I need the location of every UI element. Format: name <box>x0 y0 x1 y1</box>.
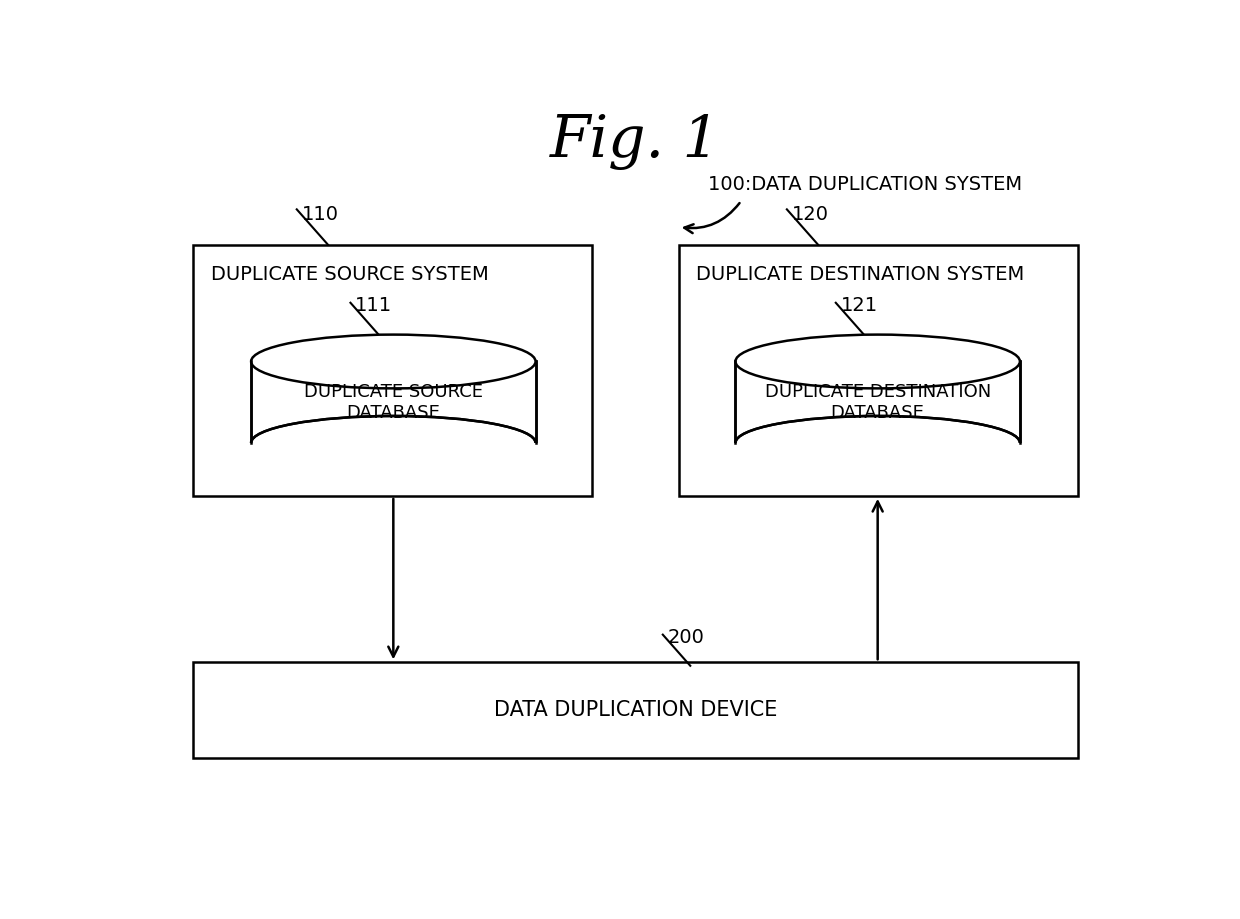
Bar <box>678 244 1078 496</box>
Text: 111: 111 <box>356 296 392 315</box>
Bar <box>250 361 536 470</box>
Text: DUPLICATE DESTINATION
DATABASE: DUPLICATE DESTINATION DATABASE <box>765 383 991 422</box>
Text: 200: 200 <box>667 628 704 647</box>
Bar <box>735 361 1019 470</box>
Text: 120: 120 <box>791 205 828 223</box>
Ellipse shape <box>250 335 536 389</box>
Bar <box>193 663 1078 758</box>
Text: DUPLICATE DESTINATION SYSTEM: DUPLICATE DESTINATION SYSTEM <box>696 265 1024 284</box>
Bar <box>730 443 1024 473</box>
Text: 121: 121 <box>841 296 878 315</box>
Text: 110: 110 <box>301 205 339 223</box>
Ellipse shape <box>735 416 1021 470</box>
Text: DUPLICATE SOURCE SYSTEM: DUPLICATE SOURCE SYSTEM <box>211 265 489 284</box>
Text: DATA DUPLICATION DEVICE: DATA DUPLICATION DEVICE <box>494 700 777 720</box>
Text: 100:DATA DUPLICATION SYSTEM: 100:DATA DUPLICATION SYSTEM <box>708 176 1022 194</box>
Bar <box>247 443 541 473</box>
Bar <box>193 244 593 496</box>
Text: Fig. 1: Fig. 1 <box>551 114 720 170</box>
Ellipse shape <box>735 335 1021 389</box>
Ellipse shape <box>250 416 536 470</box>
Text: DUPLICATE SOURCE
DATABASE: DUPLICATE SOURCE DATABASE <box>304 383 482 422</box>
